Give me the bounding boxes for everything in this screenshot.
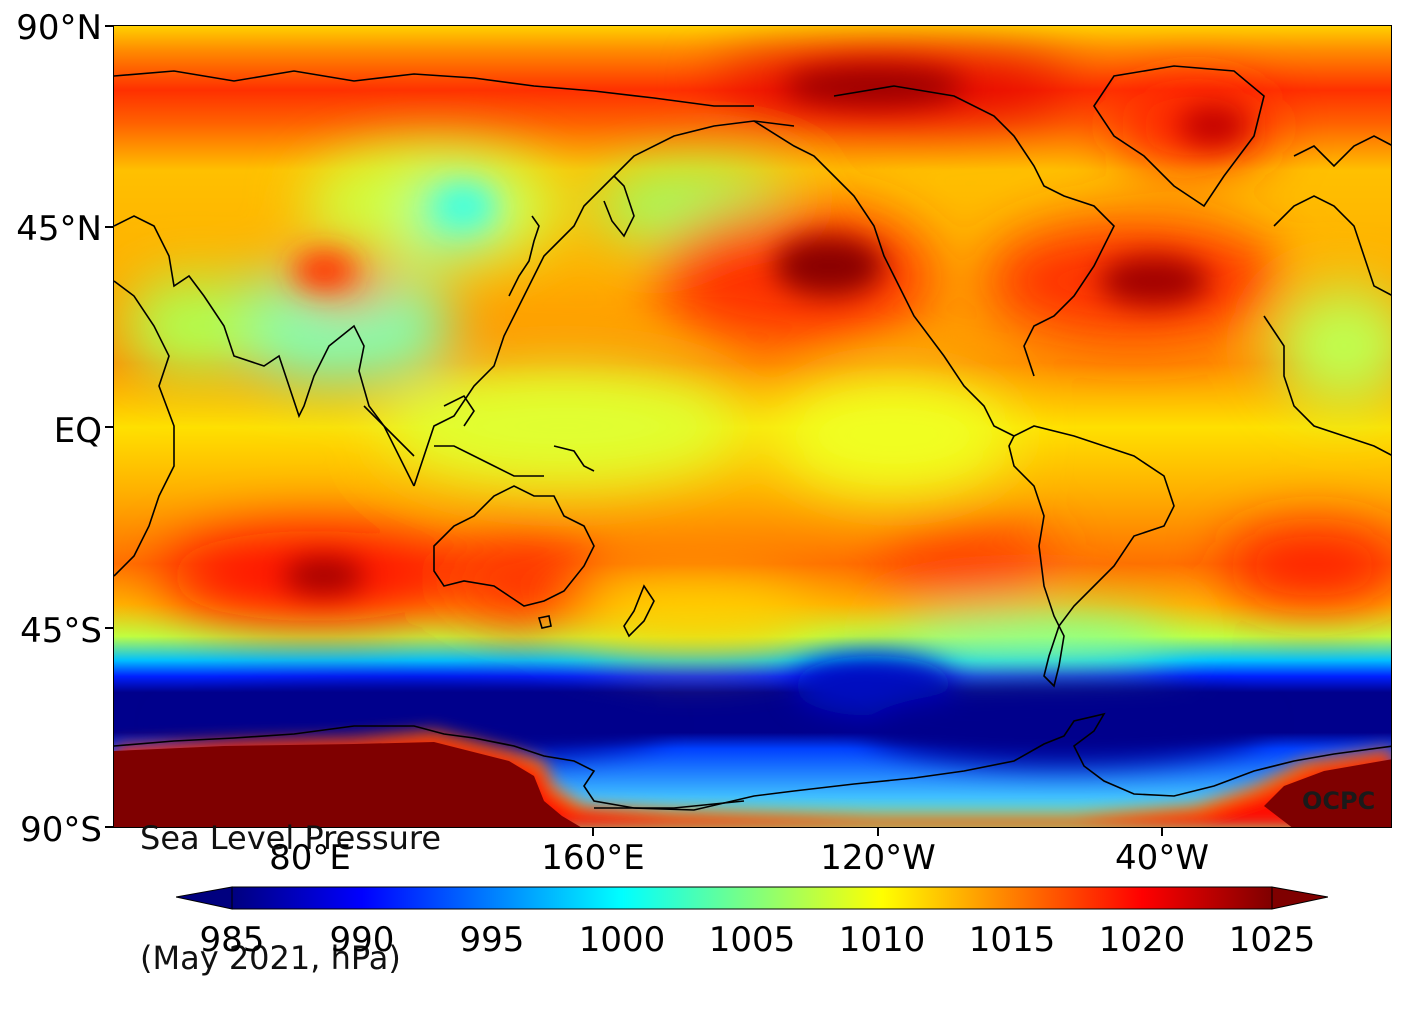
lat-label-45n: 45°N	[16, 209, 102, 249]
lat-label-90n: 90°N	[16, 8, 102, 48]
lon-tick	[877, 828, 879, 836]
colorbar-max-extend	[1271, 886, 1328, 910]
map-title: Sea Level Pressure (May 2021, hPa)	[140, 738, 441, 1018]
lon-label-80e: 80°E	[269, 838, 351, 878]
pressure-map	[113, 25, 1392, 828]
colorbar-tick-1025: 1025	[1228, 920, 1316, 960]
colorbar-tick-1020: 1020	[1098, 920, 1186, 960]
lon-label-160e: 160°E	[541, 838, 645, 878]
map-title-line1: Sea Level Pressure	[140, 819, 442, 857]
coastlines	[114, 65, 1391, 811]
colorbar-min-extend	[176, 886, 233, 910]
colorbar-tick-985: 985	[199, 920, 265, 960]
lon-tick	[592, 828, 594, 836]
lat-label-eq: EQ	[53, 411, 102, 451]
lat-tick	[105, 627, 113, 629]
lat-tick	[105, 426, 113, 428]
lat-tick	[105, 226, 113, 228]
colorbar-tick-995: 995	[459, 920, 525, 960]
lat-label-90s: 90°S	[20, 810, 102, 850]
lat-tick	[105, 25, 113, 27]
map-title-line2: (May 2021, hPa)	[140, 939, 401, 977]
colorbar-tick-1010: 1010	[838, 920, 926, 960]
colorbar-tick-1000: 1000	[578, 920, 666, 960]
lon-tick	[309, 828, 311, 836]
colorbar-tick-990: 990	[329, 920, 395, 960]
lon-tick	[1161, 828, 1163, 836]
colorbar-tick-1005: 1005	[708, 920, 796, 960]
lat-label-45s: 45°S	[20, 611, 102, 651]
lat-tick	[105, 826, 113, 828]
colorbar-body	[231, 886, 1273, 910]
pressure-field	[114, 26, 1391, 827]
colorbar-tick-1015: 1015	[968, 920, 1056, 960]
lon-label-120w: 120°W	[820, 838, 936, 878]
credit-label: OCPC	[1302, 787, 1376, 815]
lon-label-40w: 40°W	[1115, 838, 1209, 878]
colorbar	[176, 886, 1328, 910]
